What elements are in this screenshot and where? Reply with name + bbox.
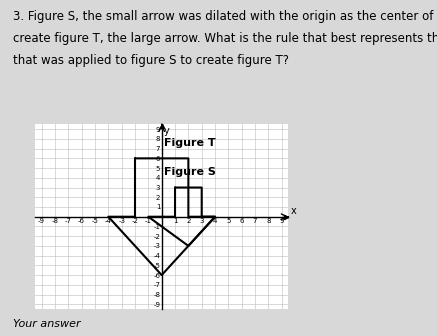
Text: Your answer: Your answer <box>13 319 81 329</box>
Text: y: y <box>164 126 170 136</box>
Text: that was applied to figure S to create figure T?: that was applied to figure S to create f… <box>13 54 289 67</box>
Text: x: x <box>291 206 297 216</box>
Text: 3. Figure S, the small arrow was dilated with the origin as the center of dilati: 3. Figure S, the small arrow was dilated… <box>13 10 437 23</box>
Text: create figure T, the large arrow. What is the rule that best represents the dila: create figure T, the large arrow. What i… <box>13 32 437 45</box>
Text: Figure S: Figure S <box>164 167 216 177</box>
Text: Figure T: Figure T <box>164 138 216 148</box>
